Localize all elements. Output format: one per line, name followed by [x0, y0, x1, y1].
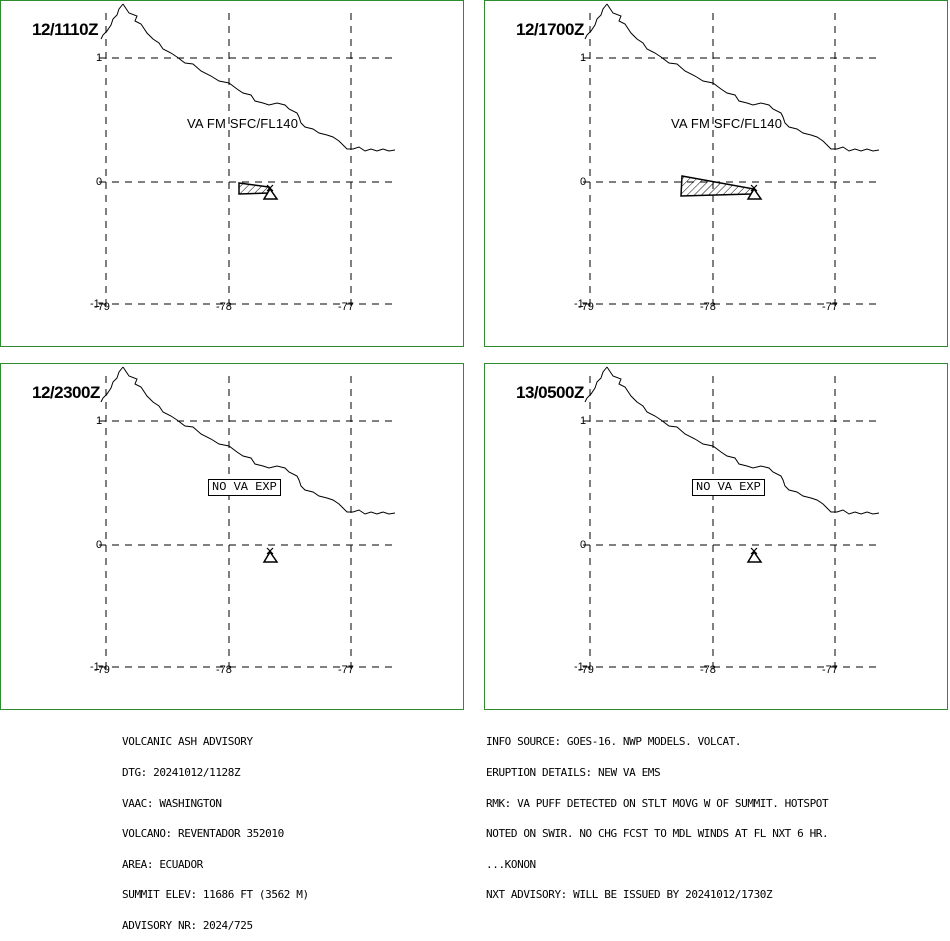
map-canvas — [99, 3, 397, 306]
volcano-icon — [262, 547, 279, 563]
latitude-label: 1 — [96, 415, 103, 427]
latitude-label: 0 — [96, 539, 103, 551]
coastline — [584, 3, 608, 40]
latitude-label: 0 — [96, 176, 103, 188]
forecast-time: 13/0500Z — [516, 383, 584, 403]
advisory-line: ERUPTION DETAILS: NEW VA EMS — [486, 766, 661, 780]
forecast-panel-2: 12/1700Z 1 0 -1 -79 -78 -77 VA FM SFC/FL140 — [484, 0, 948, 347]
advisory-line: DTG: 20241012/1128Z — [122, 766, 241, 780]
advisory-line: NOTED ON SWIR. NO CHG FCST TO MDL WINDS … — [486, 827, 829, 841]
advisory-line: ...KONON — [486, 857, 536, 871]
latitude-label: 0 — [580, 176, 587, 188]
forecast-time: 12/2300Z — [32, 383, 100, 403]
map-canvas — [583, 3, 881, 306]
advisory-line: VAAC: WASHINGTON — [122, 796, 222, 810]
map-canvas — [583, 366, 881, 669]
coastline — [122, 366, 396, 515]
latitude-label: 0 — [580, 539, 587, 551]
longitude-label: -77 — [822, 664, 838, 676]
latitude-label: -1 — [574, 661, 584, 673]
latitude-label: 1 — [580, 415, 587, 427]
longitude-label: -78 — [216, 301, 232, 313]
advisory-line: INFO SOURCE: GOES-16. NWP MODELS. VOLCAT… — [486, 735, 742, 749]
map-canvas — [99, 366, 397, 669]
ash-altitude-label: VA FM SFC/FL140 — [671, 116, 783, 131]
longitude-label: -77 — [338, 664, 354, 676]
longitude-label: -78 — [700, 664, 716, 676]
coastline — [100, 3, 124, 40]
volcano-icon — [746, 184, 763, 200]
longitude-label: -79 — [94, 664, 110, 676]
advisory-line: AREA: ECUADOR — [122, 857, 203, 871]
coastline — [122, 3, 396, 152]
coastline — [584, 366, 608, 403]
advisory-text-right: INFO SOURCE: GOES-16. NWP MODELS. VOLCAT… — [486, 717, 829, 911]
forecast-panel-1: 12/1110Z 1 0 -1 -79 -78 -77 VA FM SFC/FL140 — [0, 0, 464, 347]
longitude-label: -78 — [216, 664, 232, 676]
advisory-line: NXT ADVISORY: WILL BE ISSUED BY 20241012… — [486, 888, 773, 902]
coastline — [100, 366, 124, 403]
longitude-label: -79 — [578, 301, 594, 313]
ash-cloud-polygon — [238, 182, 270, 195]
forecast-panel-3: 12/2300Z 1 0 -1 -79 -78 -77 NO VA EXP — [0, 363, 464, 710]
longitude-label: -79 — [94, 301, 110, 313]
longitude-label: -77 — [822, 301, 838, 313]
forecast-time: 12/1110Z — [32, 20, 98, 40]
longitude-label: -79 — [578, 664, 594, 676]
ash-cloud-polygon — [680, 175, 756, 197]
advisory-line: RMK: VA PUFF DETECTED ON STLT MOVG W OF … — [486, 796, 829, 810]
advisory-line: ADVISORY NR: 2024/725 — [122, 919, 253, 933]
volcano-icon — [746, 547, 763, 563]
no-va-expected-box: NO VA EXP — [692, 479, 765, 496]
forecast-panel-4: 13/0500Z 1 0 -1 -79 -78 -77 NO VA EXP — [484, 363, 948, 710]
advisory-text-left: VOLCANIC ASH ADVISORY DTG: 20241012/1128… — [122, 717, 309, 941]
volcano-icon — [262, 184, 279, 200]
coastline — [606, 3, 880, 152]
advisory-line: VOLCANO: REVENTADOR 352010 — [122, 827, 284, 841]
latitude-label: 1 — [580, 52, 587, 64]
longitude-label: -77 — [338, 301, 354, 313]
coastline — [606, 366, 880, 515]
ash-altitude-label: VA FM SFC/FL140 — [187, 116, 299, 131]
latitude-label: -1 — [574, 298, 584, 310]
longitude-label: -78 — [700, 301, 716, 313]
advisory-line: SUMMIT ELEV: 11686 FT (3562 M) — [122, 888, 309, 902]
latitude-label: -1 — [90, 661, 100, 673]
advisory-line: VOLCANIC ASH ADVISORY — [122, 735, 253, 749]
latitude-label: 1 — [96, 52, 103, 64]
latitude-label: -1 — [90, 298, 100, 310]
forecast-time: 12/1700Z — [516, 20, 584, 40]
no-va-expected-box: NO VA EXP — [208, 479, 281, 496]
